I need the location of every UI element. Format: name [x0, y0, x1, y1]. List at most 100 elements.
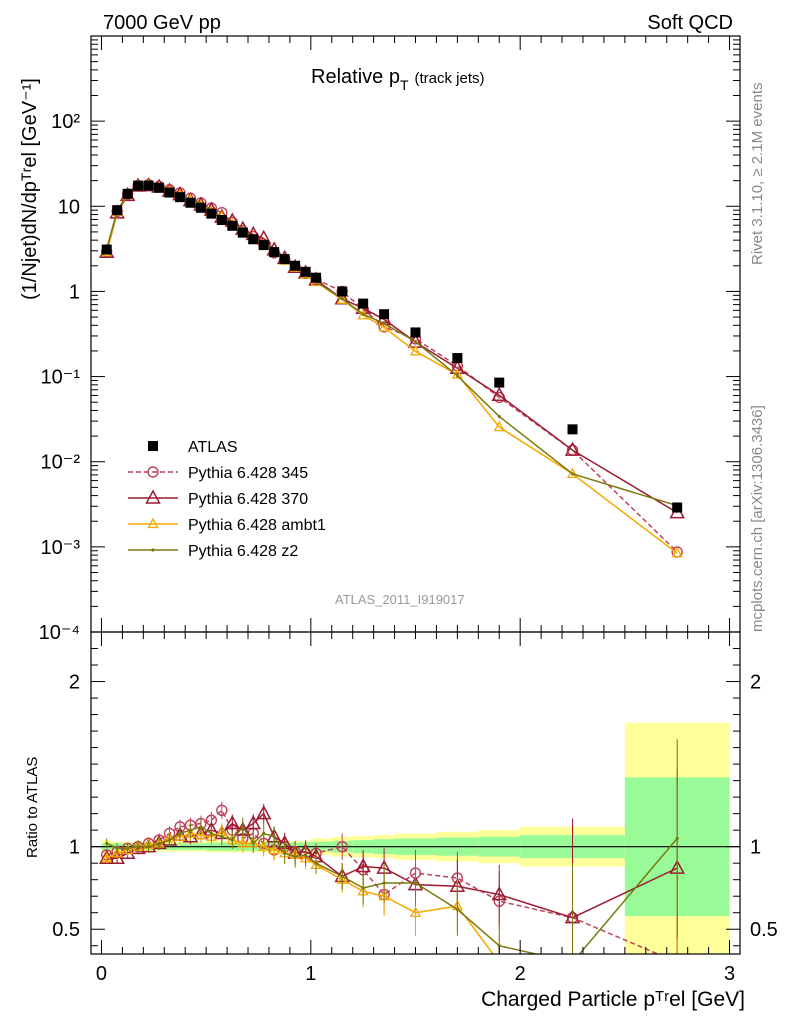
point-atlas [567, 424, 578, 435]
y-tick-label: 10⁻¹ [41, 367, 81, 389]
ratio-point-z2 [220, 835, 224, 839]
ratio-point-z2 [136, 845, 140, 849]
axis-ticks: 0 1 2 3 10⁻⁴ 10⁻³ 10⁻² 10⁻¹ 1 10 10² 0.5 0.5 1 1 2 2 [39, 36, 778, 985]
ratio-point-z2 [167, 838, 172, 842]
ratio-panel-series [98, 739, 685, 968]
point-atlas [185, 197, 196, 208]
point-z2 [455, 374, 459, 378]
ratio-y-tick-label-right: 0.5 [750, 919, 778, 941]
header-right: Soft QCD [647, 12, 733, 34]
legend-label: Pythia 6.428 345 [188, 465, 308, 482]
y-tick-label: 1 [69, 281, 80, 303]
point-atlas [410, 327, 421, 338]
point-atlas [379, 309, 390, 320]
ratio-point-z2 [105, 841, 109, 845]
ratio-y-tick-label-right: 1 [750, 837, 761, 859]
x-axis-label: Charged Particle pᵀʳel [GeV] [481, 988, 745, 1011]
ratio-point-z2 [126, 846, 130, 850]
point-atlas [227, 220, 238, 231]
ratio-point-z2 [675, 836, 679, 841]
legend-label: ATLAS [188, 439, 238, 456]
header-left: 7000 GeV pp [103, 12, 221, 34]
point-atlas [269, 247, 280, 258]
rivet-label: Rivet 3.1.10, ≥ 2.1M events [749, 83, 766, 266]
point-atlas [206, 208, 217, 219]
ratio-point-z2 [571, 961, 574, 964]
legend-marker-ambt1 [147, 517, 159, 529]
point-z2 [361, 312, 365, 316]
ratio-point-z2 [262, 831, 266, 836]
point-atlas [311, 272, 322, 283]
point-atlas [174, 192, 185, 203]
x-tick-label: 2 [515, 963, 526, 985]
legend-marker-atlas [148, 441, 158, 451]
point-ambt1 [378, 321, 390, 332]
y-tick-label: 10 [58, 196, 80, 218]
point-atlas [494, 377, 505, 388]
ratio-point-z2 [303, 853, 308, 857]
legend-marker-p345 [147, 466, 159, 478]
legend-label: Pythia 6.428 ambt1 [188, 517, 326, 534]
analysis-watermark: ATLAS_2011_I919017 [335, 592, 465, 607]
ratio-point-z2 [146, 845, 151, 849]
ratio-point-z2 [209, 831, 213, 836]
ratio-point-p345 [336, 840, 348, 853]
ratio-point-ambt1 [568, 957, 577, 966]
ratio-point-z2 [157, 841, 161, 845]
point-ambt1 [566, 467, 579, 479]
ratio-point-z2 [413, 881, 418, 885]
ratio-point-ambt1 [195, 828, 207, 840]
ratio-point-p370 [224, 814, 241, 830]
point-atlas [248, 234, 259, 245]
y-axis-label-ratio: Ratio to ATLAS [24, 757, 41, 858]
point-atlas [279, 254, 290, 265]
y-tick-label: 10⁻⁴ [39, 622, 80, 644]
ratio-point-z2 [382, 881, 386, 885]
point-atlas [337, 286, 348, 297]
ratio-point-ambt1 [258, 840, 270, 851]
x-tick-label: 1 [305, 963, 316, 985]
legend-label: Pythia 6.428 z2 [188, 543, 298, 560]
ratio-point-z2 [361, 886, 365, 890]
ratio-point-ambt1 [237, 836, 249, 848]
point-atlas [154, 182, 165, 193]
point-atlas [122, 188, 133, 199]
point-z2 [382, 321, 386, 326]
ratio-point-z2 [455, 907, 459, 912]
point-atlas [164, 187, 175, 198]
ratio-point-z2 [283, 851, 287, 855]
legend-label: Pythia 6.428 370 [188, 491, 308, 508]
main-panel-series [98, 177, 685, 558]
series-line-p370 [105, 184, 678, 514]
ratio-y-tick-label: 0.5 [52, 919, 80, 941]
point-atlas [237, 227, 248, 238]
point-p370 [564, 441, 581, 456]
ratio-point-ambt1 [673, 959, 682, 968]
point-z2 [570, 472, 575, 476]
legend: ATLAS Pythia 6.428 345 Pythia 6.428 370 Pyt… [128, 439, 326, 560]
x-tick-label: 0 [96, 963, 107, 985]
point-atlas [195, 202, 206, 213]
point-ambt1 [671, 546, 683, 558]
series-line-z2 [105, 184, 678, 507]
ratio-y-tick-label-right: 2 [750, 672, 761, 694]
point-atlas [133, 180, 144, 191]
ratio-point-z2 [251, 841, 255, 845]
point-p370 [491, 386, 508, 401]
point-atlas [143, 180, 154, 191]
point-atlas [358, 298, 369, 309]
ratio-point-z2 [293, 854, 297, 859]
ratio-point-p370 [491, 885, 508, 901]
point-ambt1 [409, 344, 422, 356]
ratio-point-z2 [340, 874, 344, 878]
mcplots-label: mcplots.cern.ch [arXiv:1306.3436] [749, 405, 766, 632]
ratio-point-z2 [241, 825, 245, 829]
ratio-point-z2 [314, 861, 318, 865]
ratio-point-z2 [115, 846, 119, 850]
ratio-point-ambt1 [111, 846, 123, 858]
point-ambt1 [336, 293, 348, 304]
legend-marker-p370 [145, 489, 161, 504]
y-tick-label: 10⁻³ [41, 537, 81, 559]
ratio-point-z2 [497, 944, 501, 948]
point-z2 [413, 340, 418, 344]
